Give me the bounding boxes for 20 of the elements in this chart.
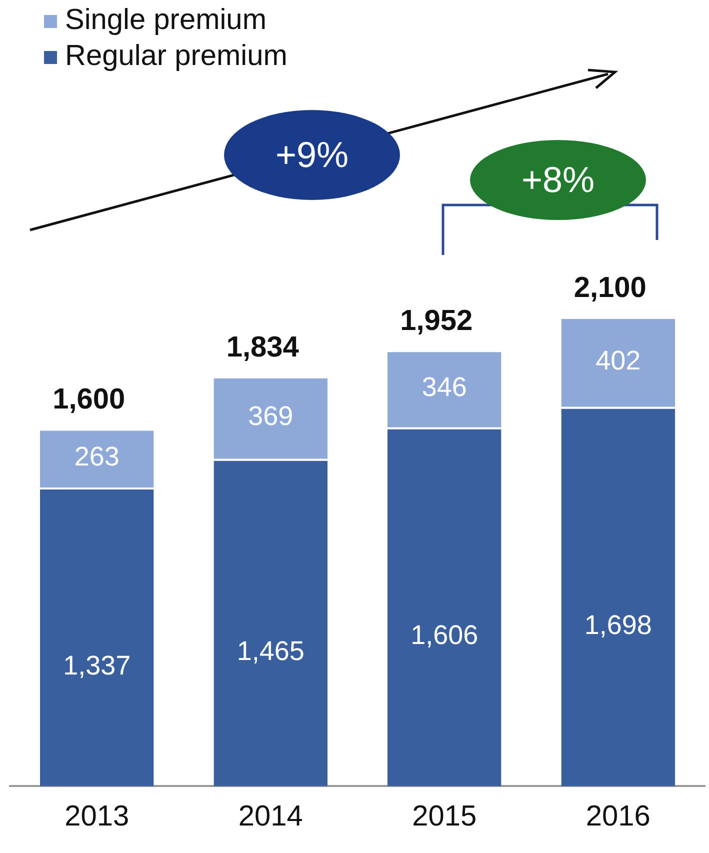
data-label: 346 bbox=[422, 372, 467, 402]
x-tick-label: 2016 bbox=[586, 800, 650, 833]
data-label: 263 bbox=[74, 442, 120, 472]
data-label: 1,337 bbox=[63, 650, 131, 680]
x-tick-label: 2013 bbox=[64, 800, 130, 833]
x-tick-label: 2015 bbox=[412, 800, 477, 833]
text: +9% bbox=[275, 134, 349, 176]
total-label: 2,100 bbox=[574, 272, 646, 304]
total-label: 1,600 bbox=[52, 384, 126, 416]
legend-label: Regular premium bbox=[64, 39, 288, 74]
x-tick-label: 2014 bbox=[238, 800, 303, 833]
data-label: 1,465 bbox=[236, 636, 304, 666]
text: +8% bbox=[521, 159, 595, 201]
legend-label: Single premium bbox=[64, 3, 268, 38]
total-label: 1,834 bbox=[226, 331, 299, 364]
data-label: 1,606 bbox=[410, 620, 478, 650]
total-label: 1,952 bbox=[400, 305, 473, 338]
data-label: 402 bbox=[596, 345, 641, 376]
data-label: 369 bbox=[248, 401, 294, 432]
data-label: 1,698 bbox=[584, 610, 652, 640]
